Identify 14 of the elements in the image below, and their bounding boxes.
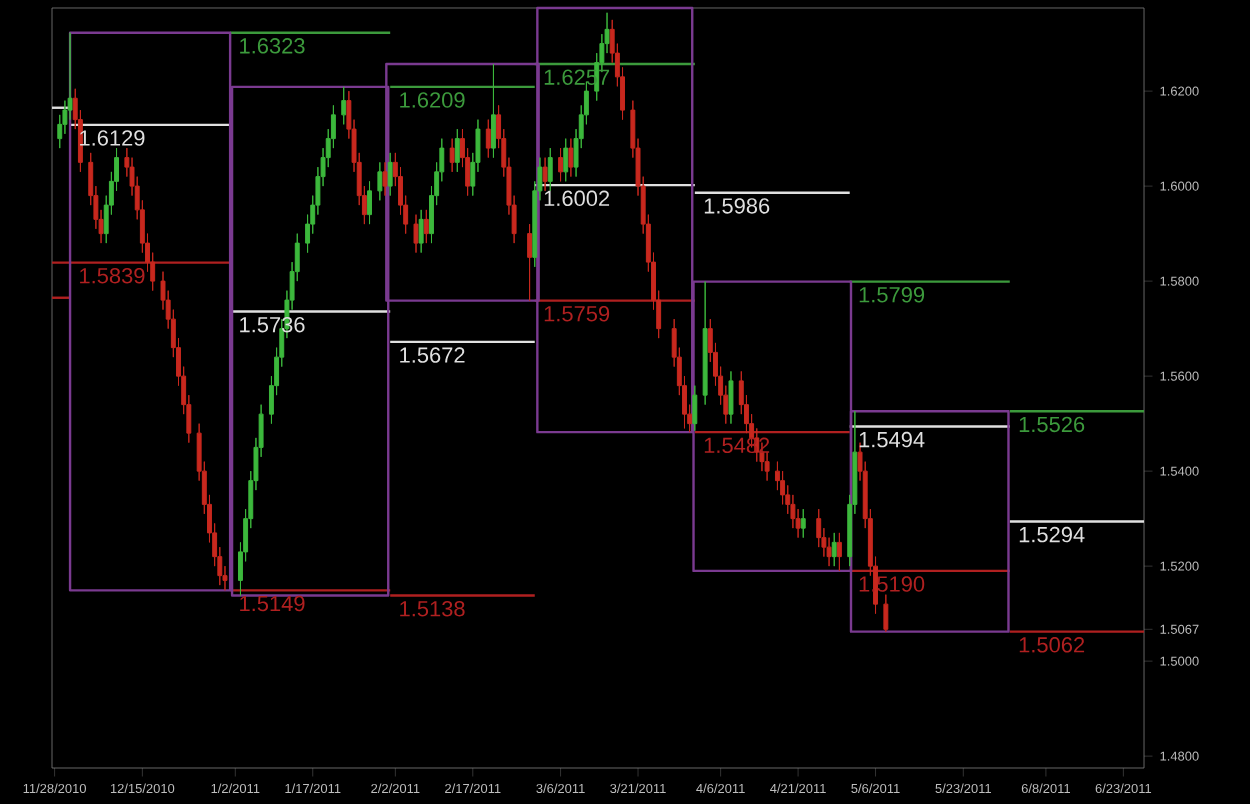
annotation: 1.5839 <box>80 268 145 284</box>
annotation: 1.6323 <box>240 38 305 54</box>
annotation: 1.5672 <box>400 347 465 363</box>
annotation: 1.5494 <box>859 431 925 448</box>
annotation: 1.5138 <box>400 600 465 617</box>
annotation: 1.6002 <box>544 190 610 207</box>
annotation: 1.5062 <box>1019 637 1085 653</box>
annotation: 1.5149 <box>240 595 305 612</box>
annotation: 1.5799 <box>859 287 925 303</box>
annotation: 1.5986 <box>704 198 770 214</box>
annotation: 1.5759 <box>544 306 610 322</box>
annotation: 1.5526 <box>1019 416 1085 433</box>
annotation: 1.5294 <box>1019 526 1085 543</box>
annotation: 1.6209 <box>400 92 465 108</box>
